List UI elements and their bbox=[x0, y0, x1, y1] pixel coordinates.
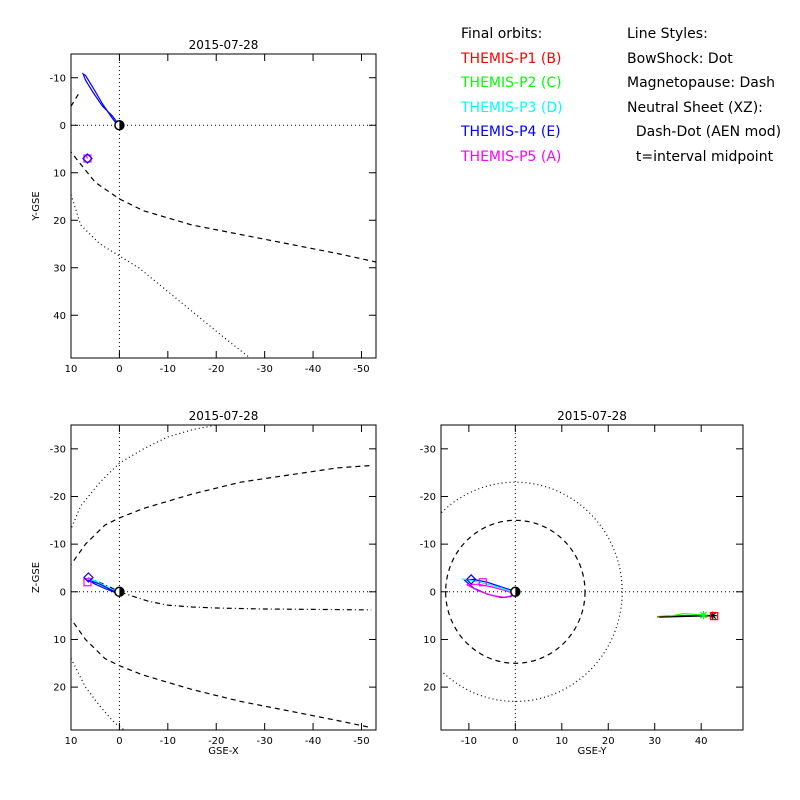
x-tick-label: -20 bbox=[208, 364, 224, 375]
marker-square bbox=[83, 154, 92, 163]
series-magnetopause-dayside bbox=[71, 91, 81, 107]
y-tick-label: 40 bbox=[53, 311, 66, 322]
x-tick-label: 20 bbox=[602, 736, 615, 747]
chart-panel-3: -10 0 10 20 30 40 -30 -20 -10 0 10 20 2015-07-28 GSE-… bbox=[420, 409, 744, 757]
series-neutral-sheet bbox=[87, 576, 372, 611]
x-tick-label: -50 bbox=[353, 364, 369, 375]
chart-panel-2: 10 0 -10 -20 -30 -40 -50 -30 -20 -10 0 10 20 2015-07-… bbox=[31, 409, 377, 757]
x-tick-label: 10 bbox=[555, 736, 568, 747]
orbits-legend: Final orbits: THEMIS-P1 (B) THEMIS-P2 (C… bbox=[461, 22, 563, 169]
marker-diamond bbox=[465, 574, 477, 585]
y-axis-label: Y-GSE bbox=[31, 191, 42, 221]
line-style-neutral-sheet-time: t=interval midpoint bbox=[627, 148, 774, 165]
series-magnetopause bbox=[71, 151, 376, 263]
marker-square bbox=[478, 578, 487, 587]
x-axis-label: GSE-Y bbox=[578, 746, 608, 757]
x-tick-label: -20 bbox=[208, 736, 224, 747]
y-tick-label: -30 bbox=[50, 444, 66, 455]
marker-star bbox=[708, 611, 717, 620]
earth-night-side bbox=[119, 587, 124, 597]
x-tick-label: 10 bbox=[65, 736, 78, 747]
plot-area bbox=[71, 72, 376, 358]
y-tick-label: 0 bbox=[60, 121, 66, 132]
x-tick-label: -50 bbox=[353, 736, 369, 747]
legend-entry-p5: THEMIS-P5 (A) bbox=[461, 148, 562, 165]
x-tick-label: -30 bbox=[256, 364, 272, 375]
y-tick-label: 20 bbox=[53, 683, 66, 694]
earth-night-side bbox=[515, 587, 520, 597]
series-bowshock-north bbox=[71, 658, 125, 730]
x-tick-label: 30 bbox=[648, 736, 661, 747]
marker-star bbox=[699, 611, 708, 620]
marker-square bbox=[710, 612, 719, 621]
legend-entry-p2: THEMIS-P2 (C) bbox=[461, 75, 562, 91]
legend-entry-p3: THEMIS-P3 (D) bbox=[461, 99, 563, 116]
y-tick-label: 0 bbox=[60, 587, 66, 598]
x-tick-label: -40 bbox=[305, 364, 321, 375]
earth-night-side bbox=[119, 120, 124, 130]
line-style-bowshock: BowShock: Dot bbox=[627, 50, 733, 67]
line-style-magnetopause: Magnetopause: Dash bbox=[627, 75, 776, 91]
y-tick-label: 10 bbox=[53, 168, 66, 179]
marker-diamond bbox=[83, 572, 94, 583]
x-tick-label: 0 bbox=[116, 736, 122, 747]
y-axis-label: Z-GSE bbox=[31, 562, 42, 593]
y-tick-label: 20 bbox=[423, 683, 436, 694]
chart-title: 2015-07-28 bbox=[189, 38, 259, 52]
y-tick-label: 0 bbox=[430, 587, 436, 598]
y-tick-label: -10 bbox=[420, 540, 436, 551]
y-tick-label: -20 bbox=[420, 492, 436, 503]
series-magnetopause-south bbox=[71, 464, 372, 566]
plot-area bbox=[71, 425, 372, 730]
marker-square bbox=[83, 578, 92, 587]
chart-panel-1: 10 0 -10 -20 -30 -40 -50 -10 0 10 20 30 40 2015-07-28… bbox=[31, 38, 377, 375]
chart-title: 2015-07-28 bbox=[189, 409, 259, 423]
x-tick-label: -40 bbox=[305, 736, 321, 747]
chart-title: 2015-07-28 bbox=[557, 409, 627, 423]
line-style-neutral-sheet-model: Dash-Dot (AEN mod) bbox=[627, 124, 782, 140]
series-magnetopause bbox=[445, 519, 586, 664]
x-axis-label: GSE-X bbox=[208, 746, 239, 757]
x-tick-label: -30 bbox=[256, 736, 272, 747]
plot-frame bbox=[70, 53, 377, 359]
plot-frame bbox=[440, 424, 744, 731]
y-tick-label: 20 bbox=[53, 216, 66, 227]
x-tick-label: -10 bbox=[160, 736, 176, 747]
legend-entry-p1: THEMIS-P1 (B) bbox=[461, 50, 562, 67]
line-style-neutral-sheet: Neutral Sheet (XZ): bbox=[627, 99, 763, 116]
y-tick-label: -10 bbox=[50, 73, 66, 84]
series-magnetopause-north bbox=[71, 617, 372, 729]
y-tick-label: -10 bbox=[50, 540, 66, 551]
x-tick-label: -10 bbox=[461, 736, 477, 747]
plot-frame bbox=[70, 424, 377, 731]
y-tick-label: 10 bbox=[423, 635, 436, 646]
y-tick-label: -20 bbox=[50, 492, 66, 503]
x-tick-label: 0 bbox=[116, 364, 122, 375]
y-tick-label: -30 bbox=[420, 444, 436, 455]
line-styles-title: Line Styles: bbox=[627, 26, 708, 42]
y-tick-label: 10 bbox=[53, 635, 66, 646]
legend-entry-p4: THEMIS-P4 (E) bbox=[461, 124, 561, 140]
series-bowshock-south bbox=[71, 425, 222, 531]
x-tick-label: 0 bbox=[512, 736, 518, 747]
series-bowshock bbox=[71, 192, 251, 358]
series-themis-p4-e bbox=[81, 72, 120, 128]
orbits-legend-title: Final orbits: bbox=[461, 26, 543, 42]
x-tick-label: -10 bbox=[160, 364, 176, 375]
line-styles-legend: Line Styles: BowShock: Dot Magnetopause:… bbox=[627, 22, 781, 169]
plot-area bbox=[441, 481, 719, 702]
y-tick-label: 30 bbox=[53, 263, 66, 274]
x-tick-label: 40 bbox=[695, 736, 708, 747]
series-bowshock bbox=[441, 481, 623, 702]
marker-diamond bbox=[82, 153, 93, 164]
x-tick-label: 10 bbox=[65, 364, 78, 375]
